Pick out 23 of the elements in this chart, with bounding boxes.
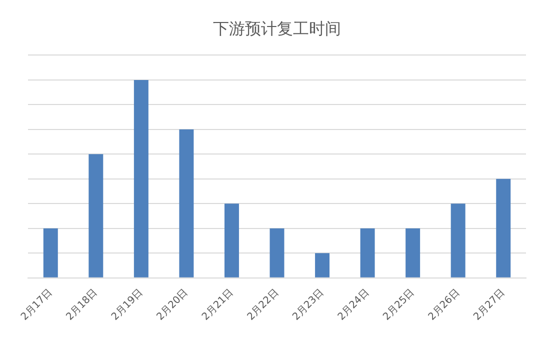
x-tick-label: 2月23日 (290, 287, 326, 323)
bar (224, 204, 239, 278)
x-tick-label: 2月17日 (19, 287, 55, 323)
x-tick-label: 2月25日 (381, 287, 417, 323)
x-tick-label: 2月22日 (246, 287, 281, 323)
x-tick-label: 2月27日 (472, 287, 508, 323)
bar (315, 253, 330, 278)
bar (270, 228, 284, 278)
bar (360, 228, 375, 278)
bar (43, 228, 58, 278)
chart-title: 下游预计复工时间 (213, 18, 341, 38)
x-tick-label: 2月26日 (426, 287, 462, 323)
x-tick-label: 2月20日 (154, 287, 190, 323)
bar (134, 80, 148, 278)
x-tick-label: 2月24日 (336, 287, 372, 323)
x-tick-label: 2月21日 (200, 287, 236, 323)
bar (88, 154, 104, 278)
bar (450, 204, 466, 278)
bar (406, 228, 420, 278)
bar (179, 129, 194, 278)
x-tick-label: 2月18日 (64, 287, 100, 323)
x-tick-label: 2月19日 (110, 287, 146, 323)
bar (496, 178, 511, 278)
